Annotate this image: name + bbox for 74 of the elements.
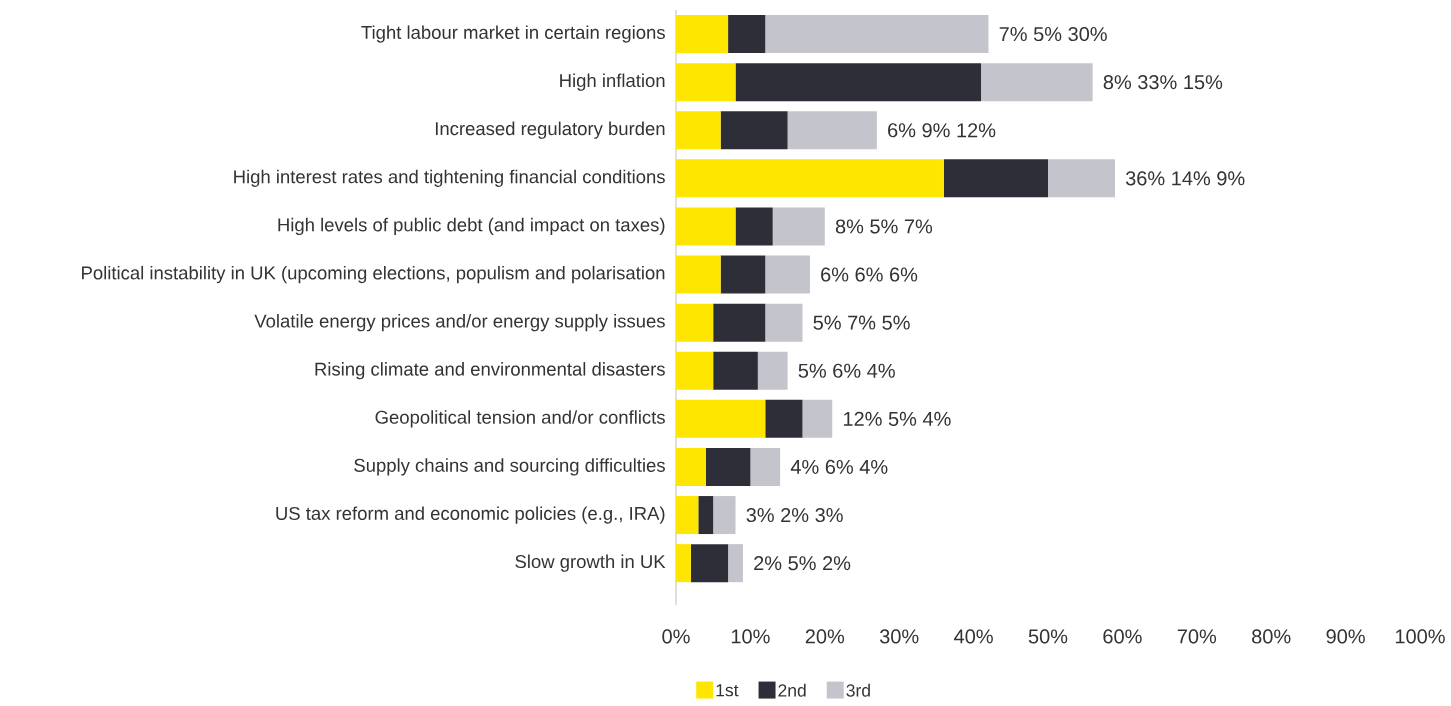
y-tick-label: Geopolitical tension and/or conflicts [375, 410, 665, 428]
x-tick-label: 60% [1103, 629, 1142, 644]
annotation: 12% 5% 4% [843, 411, 951, 426]
y-tick-label: Tight labour market in certain regions [361, 25, 665, 43]
y-tick-label: Slow growth in UK [515, 554, 666, 572]
bar [676, 15, 729, 54]
bar [765, 255, 810, 294]
bar [765, 399, 803, 438]
bar [720, 111, 788, 150]
x-tick-label: 80% [1252, 629, 1291, 644]
bar [728, 15, 766, 54]
legend-label: 2nd [778, 683, 806, 697]
x-tick-label: 0% [662, 629, 690, 644]
bar [765, 15, 989, 54]
y-tick-label: High inflation [560, 73, 665, 91]
bar [713, 351, 758, 390]
bar [750, 447, 781, 486]
bar [676, 255, 721, 294]
x-tick-label: 70% [1177, 629, 1217, 644]
x-tick-label: 40% [954, 629, 993, 644]
x-tick-label: 90% [1326, 629, 1365, 644]
bar [981, 63, 1093, 102]
annotation: 5% 7% 5% [813, 315, 910, 330]
annotation: 7% 5% 30% [999, 26, 1107, 42]
bar [943, 159, 1048, 198]
bar [676, 351, 714, 390]
annotation: 5% 6% 4% [798, 363, 895, 378]
y-tick-label: High interest rates and tightening financial conditions [234, 169, 665, 187]
bar [690, 544, 729, 583]
y-tick-label: US tax reform and economic policies (e.g., IRA) [276, 506, 665, 524]
bar [765, 303, 803, 342]
y-tick-label: Increased regulatory burden [435, 121, 665, 139]
bar [676, 207, 736, 246]
legend-label: 3rd [846, 683, 870, 697]
x-tick-label: 10% [731, 629, 770, 644]
bar [728, 544, 743, 583]
bar [720, 255, 766, 294]
bar [735, 207, 773, 246]
annotation: 4% 6% 4% [790, 459, 888, 475]
annotation: 36% 14% 9% [1125, 171, 1245, 186]
y-tick-label: Political instability in UK (upcoming elections, populism and polarisation [82, 265, 665, 284]
bar [705, 447, 751, 486]
bar [676, 63, 736, 102]
annotation: 6% 9% 12% [888, 123, 996, 138]
annotation: 8% 5% 7% [835, 219, 933, 234]
bar [1048, 159, 1115, 198]
y-tick-label: Volatile energy prices and/or energy supply issues [254, 314, 665, 332]
bar [757, 351, 788, 390]
bar [802, 399, 833, 438]
bar [735, 63, 982, 102]
annotation: 6% 6% 6% [821, 267, 918, 282]
x-tick-label: 20% [805, 629, 845, 644]
bar [676, 303, 714, 342]
x-tick-label: 100% [1395, 629, 1445, 644]
y-tick-label: Supply chains and sourcing difficulties [354, 458, 665, 476]
bar [698, 496, 714, 535]
bar [787, 111, 877, 150]
bar [676, 399, 766, 438]
x-tick-label: 50% [1028, 629, 1068, 644]
bar [676, 447, 706, 486]
x-tick-label: 30% [879, 629, 919, 644]
bar [676, 111, 721, 150]
y-tick-label: High levels of public debt (and impact on taxes) [278, 217, 665, 236]
annotation: 2% 5% 2% [754, 556, 851, 571]
bar [676, 159, 944, 198]
bar [676, 496, 699, 535]
bar [713, 303, 766, 342]
bar [772, 207, 825, 246]
bar [713, 496, 736, 535]
y-tick-label: Rising climate and environmental disasters [315, 362, 665, 380]
annotation: 8% 33% 15% [1103, 75, 1223, 90]
annotation: 3% 2% 3% [746, 507, 843, 523]
bar [676, 544, 691, 583]
legend-label: 1st [716, 684, 739, 697]
